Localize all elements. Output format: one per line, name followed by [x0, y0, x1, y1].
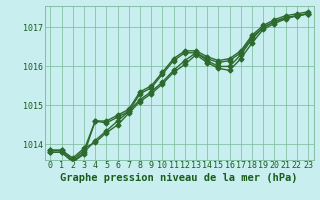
X-axis label: Graphe pression niveau de la mer (hPa): Graphe pression niveau de la mer (hPa)	[60, 173, 298, 183]
